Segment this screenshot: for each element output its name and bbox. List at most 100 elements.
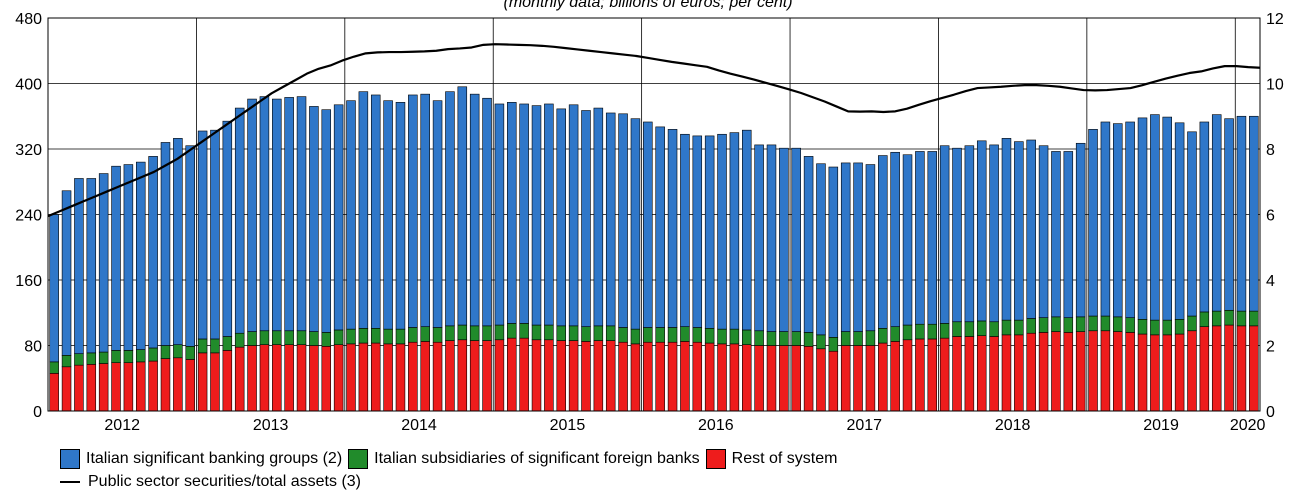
bar-significant: [346, 100, 356, 330]
bar-subsidiaries: [779, 331, 789, 346]
y-left-tick-label: 400: [15, 77, 42, 94]
bar-significant: [704, 135, 715, 329]
bar-rest: [296, 344, 307, 412]
bar-rest: [643, 341, 653, 412]
bar-significant: [581, 110, 591, 327]
bar-rest: [964, 336, 975, 412]
bar-subsidiaries: [568, 325, 579, 341]
bar-significant: [865, 164, 876, 332]
bar-significant: [964, 145, 975, 323]
bar-rest: [1088, 330, 1098, 412]
y-left-tick-label: 0: [33, 404, 42, 421]
bar-rest: [890, 341, 900, 412]
plot-frame: [47, 17, 1261, 412]
bar-significant: [630, 118, 641, 330]
bar-significant: [742, 129, 752, 331]
bar-significant: [482, 97, 492, 327]
y-left-tick-label: 480: [15, 11, 42, 28]
bar-significant: [593, 107, 604, 327]
bar-rest: [469, 340, 480, 412]
bar-rest: [1001, 334, 1012, 412]
bar-rest: [729, 343, 740, 412]
bar-significant: [1236, 115, 1247, 312]
bar-rest: [1100, 330, 1111, 412]
legend-label-public-sector: Public sector securities/total assets (3…: [88, 472, 361, 490]
bar-subsidiaries: [98, 351, 109, 364]
bar-subsidiaries: [482, 325, 492, 341]
bar-rest: [680, 341, 690, 412]
bar-rest: [247, 345, 257, 412]
bar-rest: [123, 362, 134, 412]
bar-rest: [259, 344, 270, 412]
bar-subsidiaries: [1249, 310, 1259, 327]
bar-rest: [284, 344, 294, 412]
bar-rest: [704, 342, 715, 412]
bar-subsidiaries: [136, 349, 146, 363]
bar-significant: [828, 166, 839, 338]
bar-rest: [1174, 333, 1185, 412]
x-tick-label: 2018: [995, 417, 1031, 434]
bar-rest: [865, 345, 876, 412]
bar-significant: [531, 105, 542, 326]
y-right-tick-label: 0: [1266, 404, 1275, 421]
bar-rest: [494, 339, 505, 412]
bar-subsidiaries: [544, 324, 554, 341]
bar-rest: [556, 340, 566, 412]
y-right-tick-label: 12: [1266, 11, 1284, 28]
bar-subsidiaries: [816, 334, 826, 350]
x-tick-label: 2020: [1230, 417, 1266, 434]
bar-subsidiaries: [952, 321, 962, 337]
bar-significant: [803, 156, 814, 333]
y-right-tick-label: 6: [1266, 208, 1275, 225]
bar-rest: [667, 341, 678, 412]
bar-subsidiaries: [878, 328, 888, 344]
bar-subsidiaries: [1187, 315, 1197, 332]
legend-swatch-subsidiaries: [348, 448, 369, 469]
bar-significant: [49, 214, 59, 363]
bar-subsidiaries: [667, 327, 678, 343]
plot-area-border: [47, 17, 1261, 412]
bar-significant: [1187, 131, 1197, 317]
bar-subsidiaries: [828, 337, 839, 352]
bar-subsidiaries: [1162, 319, 1172, 336]
bar-significant: [1199, 121, 1210, 313]
tick-labels: 0 0 80 2 160 4 240 6 320 8 400 10 480 12 2012 2013 2014 2…: [15, 11, 1284, 434]
y-right-tick-label: 10: [1266, 77, 1284, 94]
bar-subsidiaries: [420, 326, 430, 342]
bar-rest: [976, 335, 987, 412]
bar-significant: [1249, 115, 1259, 312]
bar-rest: [111, 362, 121, 412]
bar-subsidiaries: [111, 350, 121, 363]
bar-rest: [358, 342, 369, 412]
bar-rest: [544, 339, 554, 412]
bar-significant: [148, 156, 158, 349]
y-left-tick-label: 320: [15, 142, 42, 159]
bar-subsidiaries: [531, 324, 542, 341]
bar-rest: [803, 346, 814, 412]
bar-significant: [754, 144, 764, 332]
line-series: [47, 43, 1261, 218]
bar-rest: [692, 341, 703, 412]
x-tick-label: 2017: [846, 417, 882, 434]
bar-subsidiaries: [284, 330, 294, 345]
bar-significant: [136, 161, 146, 350]
legend-label-subsidiaries: Italian subsidiaries of significant fore…: [374, 449, 700, 467]
bar-significant: [902, 154, 913, 326]
bar-rest: [321, 346, 332, 412]
bar-significant: [643, 121, 653, 328]
bar-rest: [853, 345, 863, 412]
bar-significant: [321, 109, 332, 333]
bar-significant: [383, 100, 393, 330]
bar-significant: [420, 93, 430, 327]
bar-rest: [618, 341, 628, 412]
chart: 0 0 80 2 160 4 240 6 320 8 400 10 480 12 2012 2013 2014 2…: [15, 11, 1284, 434]
bar-subsidiaries: [519, 323, 529, 339]
bar-rest: [457, 339, 468, 412]
legend-row-bars: Italian significant banking groups (2) I…: [60, 447, 1260, 470]
bar-subsidiaries: [185, 346, 195, 360]
bar-subsidiaries: [408, 327, 418, 343]
bar-rest: [1075, 331, 1086, 412]
bar-rest: [766, 345, 777, 412]
bar-rest: [915, 338, 925, 412]
legend-swatch-significant: [60, 448, 80, 469]
